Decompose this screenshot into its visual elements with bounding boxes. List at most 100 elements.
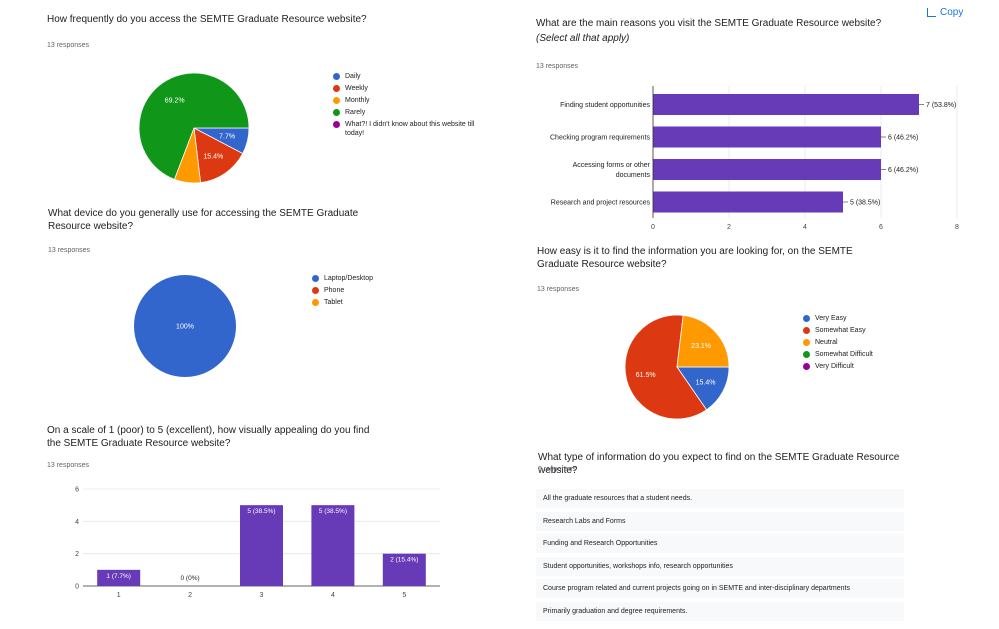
legend-dot xyxy=(312,299,319,306)
chart-4-legend-item: Somewhat Easy xyxy=(803,326,873,335)
legend-label: What?! I didn't know about this website … xyxy=(345,121,475,137)
chart-2-category-label: Finding student opportunities xyxy=(560,102,650,109)
chart-4-pie: 15.4% 61.5% 23.1% xyxy=(624,314,730,420)
chart-1-legend-item: Daily xyxy=(333,72,485,81)
chart-5-responses: 13 responses xyxy=(47,462,90,469)
response-item: Course program related and current proje… xyxy=(536,579,904,598)
legend-label: Daily xyxy=(345,73,361,80)
chart-5-bar-4 xyxy=(382,553,426,586)
chart-2-bar-0 xyxy=(653,94,919,115)
chart-2-responses: 13 responses xyxy=(536,63,579,70)
legend-dot xyxy=(803,363,810,370)
chart-5-title: On a scale of 1 (poor) to 5 (excellent),… xyxy=(47,425,370,449)
chart-2-category-label: Checking program requirements xyxy=(550,135,650,142)
legend-dot xyxy=(803,327,810,334)
chart-6-responses: 6 responses xyxy=(538,466,577,473)
chart-1-legend: Daily Weekly Monthly Rarely What?! I didn't … xyxy=(333,72,485,141)
chart-4-slice-1 xyxy=(624,314,708,420)
chart-4-legend: Very Easy Somewhat Easy Neutral Somewhat Di… xyxy=(803,314,873,374)
chart-5-data-label: 5 (38.5%) xyxy=(319,508,347,515)
chart-2-xtick: 2 xyxy=(727,224,731,231)
chart-1-responses: 13 responses xyxy=(47,42,90,49)
chart-2-data-label: 6 (46.2%) xyxy=(888,167,918,174)
chart-5-ytick: 2 xyxy=(75,551,79,558)
legend-dot xyxy=(333,85,340,92)
chart-5-bar-3 xyxy=(311,505,355,586)
response-item: Student opportunities, workshops info, r… xyxy=(536,556,904,576)
chart-5-xtick: 3 xyxy=(260,592,264,599)
legend-label: Tablet xyxy=(324,299,343,306)
copy-label: Copy xyxy=(940,7,964,18)
chart-5-data-label: 5 (38.5%) xyxy=(247,508,275,515)
legend-dot xyxy=(312,287,319,294)
legend-dot xyxy=(333,73,340,80)
chart-2-category-label: Accessing forms or other xyxy=(573,162,651,169)
chart-5-bar: 0 2 4 6 1 (7.7%) 1 0 (0%) 2 5 (38.5%) 3 5 (38.5%) 4… xyxy=(75,487,440,599)
chart-1-legend-item: Weekly xyxy=(333,84,485,93)
chart-5-ytick: 0 xyxy=(75,584,79,591)
chart-4-responses: 13 responses xyxy=(537,286,580,293)
chart-3-slice-label: 100% xyxy=(176,324,194,331)
chart-4-slice-label: 15.4% xyxy=(696,379,716,386)
chart-1-legend-item: Monthly xyxy=(333,96,485,105)
copy-icon xyxy=(927,7,936,17)
chart-2-data-label: 6 (46.2%) xyxy=(888,135,918,142)
chart-5-bar-0 xyxy=(97,569,141,586)
chart-1-pie: 7.7% 15.4% 69.2% xyxy=(138,72,250,184)
chart-1-slice-label: 69.2% xyxy=(165,97,185,104)
chart-5-ytick: 6 xyxy=(75,487,79,494)
legend-dot xyxy=(333,121,340,128)
chart-4-slice-label: 23.1% xyxy=(691,343,711,350)
legend-label: Weekly xyxy=(345,85,368,92)
chart-3-slice-0 xyxy=(134,275,236,377)
chart-1-slice-label: 15.4% xyxy=(203,154,223,161)
chart-2-xtick: 6 xyxy=(879,224,883,231)
chart-2-xtick: 8 xyxy=(955,224,959,231)
chart-5-data-label: 2 (15.4%) xyxy=(390,557,418,564)
legend-label: Very Easy xyxy=(815,315,847,322)
chart-4-title: How easy is it to find the information y… xyxy=(537,246,853,270)
chart-2-category-label: documents xyxy=(616,172,651,179)
chart-5-bar-2 xyxy=(240,505,283,586)
legend-dot xyxy=(333,109,340,116)
copy-button[interactable]: Copy xyxy=(927,7,963,18)
chart-5-ytick: 4 xyxy=(75,519,79,526)
response-item: All the graduate resources that a studen… xyxy=(536,489,904,508)
legend-label: Phone xyxy=(324,287,345,294)
chart-1-slice-1 xyxy=(193,127,244,184)
chart-4-legend-item: Somewhat Difficult xyxy=(803,350,873,359)
chart-1-title: How frequently do you access the SEMTE G… xyxy=(47,14,367,25)
chart-2-subtitle: (Select all that apply) xyxy=(536,33,630,44)
chart-2-title: What are the main reasons you visit the … xyxy=(536,18,882,29)
response-item: Funding and Research Opportunities xyxy=(536,534,904,553)
chart-2-bar-2 xyxy=(653,159,881,180)
chart-2-xtick: 4 xyxy=(803,224,807,231)
legend-dot xyxy=(312,275,319,282)
chart-1-slice-label: 7.7% xyxy=(219,134,235,141)
chart-5-data-label: 0 (0%) xyxy=(181,575,200,582)
chart-5-xtick: 2 xyxy=(188,592,192,599)
chart-5-xtick: 1 xyxy=(117,592,121,599)
chart-3-legend: Laptop/Desktop Phone Tablet xyxy=(312,274,373,310)
legend-label: Laptop/Desktop xyxy=(324,275,374,282)
chart-6-title: What type of information do you expect t… xyxy=(538,452,900,476)
chart-3-responses: 13 responses xyxy=(48,247,91,254)
legend-label: Monthly xyxy=(345,97,370,104)
chart-4-legend-item: Very Difficult xyxy=(803,362,873,371)
response-list: All the graduate resources that a studen… xyxy=(536,489,904,624)
chart-4-legend-item: Neutral xyxy=(803,338,873,347)
legend-label: Rarely xyxy=(345,109,366,116)
chart-5-xtick: 5 xyxy=(402,592,406,599)
chart-3-pie: 100% xyxy=(134,275,236,377)
chart-3-legend-item: Phone xyxy=(312,286,373,295)
chart-2-bar-1 xyxy=(653,126,881,148)
chart-4-legend-item: Very Easy xyxy=(803,314,873,323)
chart-2-bar: 0 2 4 6 8 Finding student opportunities 7 (53.… xyxy=(550,86,959,231)
chart-4-slice-0 xyxy=(676,366,730,411)
chart-2-xtick: 0 xyxy=(651,224,655,231)
chart-2-category-label: Research and project resources xyxy=(551,200,651,207)
chart-4-slice-label: 61.5% xyxy=(636,372,656,379)
legend-dot xyxy=(803,339,810,346)
chart-4-slice-2 xyxy=(676,314,730,368)
legend-dot xyxy=(803,351,810,358)
